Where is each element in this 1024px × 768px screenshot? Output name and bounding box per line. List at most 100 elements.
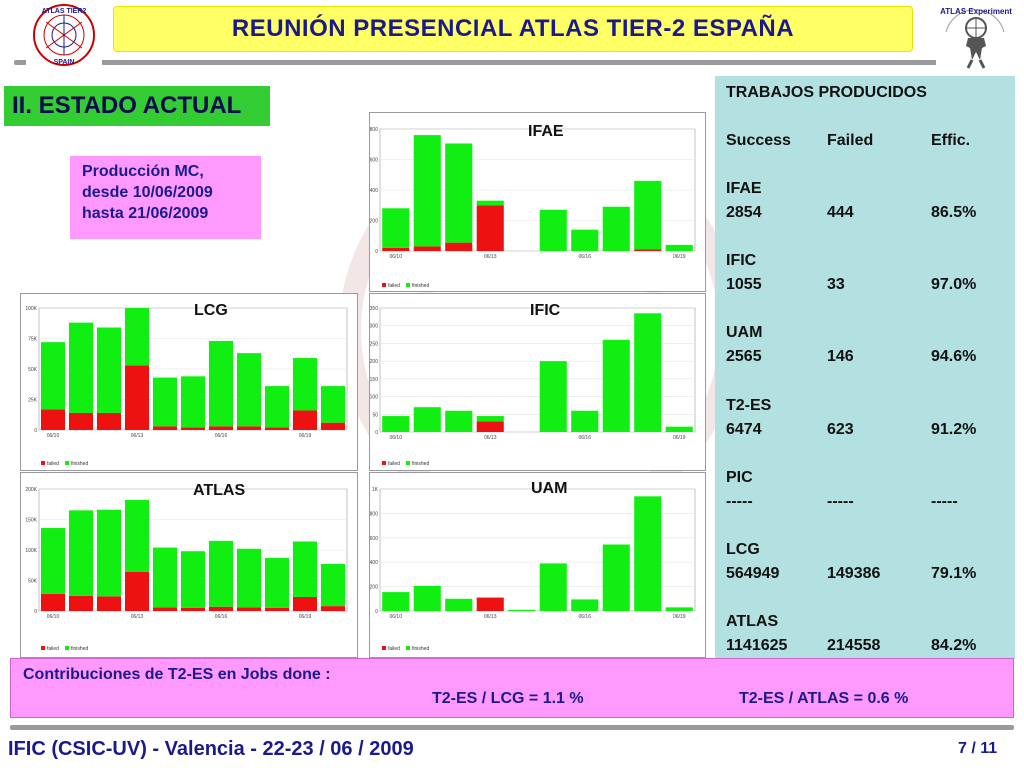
bar-failed — [208, 606, 234, 611]
bar-finished — [180, 551, 206, 608]
site-success: 2565 — [726, 348, 762, 365]
column-header-success: Success — [726, 132, 791, 149]
bar-finished — [152, 377, 178, 427]
x-tick-label: 06/13 — [484, 254, 497, 260]
bar-finished — [236, 353, 262, 427]
atlas-tier2-spain-logo: ATLAS TIER2 SPAIN — [26, 2, 102, 68]
bar-finished — [124, 499, 150, 572]
bar-finished — [40, 528, 66, 594]
legend-swatch-finished — [65, 461, 69, 465]
bar-finished — [413, 407, 441, 432]
site-name: ATLAS — [726, 613, 779, 630]
bar-failed — [476, 597, 504, 611]
x-tick-label: 06/13 — [131, 614, 144, 620]
site-effic: ----- — [931, 493, 958, 510]
bar-finished — [634, 180, 662, 250]
y-tick-label: 150K — [25, 518, 37, 524]
site-success: 6474 — [726, 421, 762, 438]
x-tick-label: 06/10 — [47, 614, 60, 620]
chart-atlas: ATLAS 200K 150K 100K 50K 0 06/10 06/13 06/16 06/… — [20, 472, 358, 658]
legend-label-finished: finished — [412, 646, 429, 652]
svg-text:ATLAS TIER2: ATLAS TIER2 — [42, 8, 87, 15]
bar-finished — [382, 416, 410, 432]
page-number: 7 / 11 — [958, 740, 998, 757]
y-tick-label: 0 — [375, 609, 378, 615]
x-tick-label: 06/10 — [47, 433, 60, 439]
bar-failed — [445, 242, 473, 251]
site-effic: 84.2% — [931, 637, 977, 654]
bar-failed — [152, 607, 178, 611]
site-success: 1141625 — [726, 637, 788, 654]
legend-swatch-failed — [382, 283, 386, 287]
legend-label-failed: failed — [47, 646, 59, 652]
bar-failed — [292, 596, 318, 611]
x-tick-label: 06/16 — [578, 254, 591, 260]
contributions-title: Contribuciones de T2-ES en Jobs done : — [23, 666, 331, 683]
production-line-3: hasta 21/06/2009 — [82, 205, 209, 222]
bar-finished — [236, 548, 262, 608]
chart-ifae: IFAE 800 600 400 200 0 06/10 06/13 06/16 06/19 fa… — [369, 112, 706, 292]
legend-label-failed: failed — [388, 646, 400, 652]
bar-failed — [180, 427, 206, 430]
column-header-failed: Failed — [827, 132, 874, 149]
y-tick-label: 200K — [25, 487, 37, 493]
site-effic: 86.5% — [931, 204, 977, 221]
contribution-lcg: T2-ES / LCG = 1.1 % — [432, 690, 584, 707]
chart-lcg: LCG 100K 75K 50K 25K 0 06/10 06/13 06/16 06/19 fa… — [20, 293, 358, 471]
bar-failed — [96, 596, 122, 611]
atlas-experiment-logo: ATLAS Experiment — [936, 2, 1014, 70]
bar-finished — [96, 509, 122, 597]
bar-finished — [68, 322, 94, 413]
bar-finished — [539, 361, 567, 432]
x-tick-label: 06/19 — [299, 433, 312, 439]
chart-svg: 800 600 400 200 0 06/10 06/13 06/16 06/19 failed f… — [370, 127, 696, 289]
legend-label-failed: failed — [388, 461, 400, 467]
bar-failed — [236, 426, 262, 430]
bar-finished — [602, 544, 630, 611]
bar-finished — [602, 206, 630, 251]
bar-finished — [382, 208, 410, 248]
legend-swatch-failed — [382, 461, 386, 465]
bar-finished — [508, 609, 536, 611]
contribution-atlas: T2-ES / ATLAS = 0.6 % — [739, 690, 909, 707]
footer-divider — [10, 725, 1014, 730]
legend-label-failed: failed — [47, 461, 59, 467]
site-name: IFIC — [726, 252, 757, 269]
x-tick-label: 06/19 — [673, 614, 686, 620]
site-success: ----- — [726, 493, 753, 510]
site-failed: 146 — [827, 348, 854, 365]
y-tick-label: 100K — [25, 548, 37, 554]
x-tick-label: 06/10 — [389, 614, 402, 620]
bar-failed — [180, 607, 206, 611]
y-tick-label: 0 — [375, 249, 378, 255]
chart-svg: 200K 150K 100K 50K 0 06/10 06/13 06/16 06/19 fail… — [25, 487, 348, 652]
bar-failed — [264, 427, 290, 430]
legend-swatch-failed — [41, 646, 45, 650]
site-failed: 214558 — [827, 637, 881, 654]
y-tick-label: 200 — [370, 585, 378, 591]
bar-failed — [208, 426, 234, 430]
bar-finished — [634, 313, 662, 432]
site-name: UAM — [726, 324, 763, 341]
y-tick-label: 150 — [370, 377, 378, 383]
legend-swatch-finished — [406, 283, 410, 287]
bar-finished — [382, 592, 410, 611]
bar-finished — [571, 229, 599, 251]
bar-finished — [40, 342, 66, 410]
bar-finished — [180, 376, 206, 428]
svg-text:SPAIN: SPAIN — [54, 59, 75, 66]
bar-finished — [68, 510, 94, 596]
x-tick-label: 06/16 — [215, 433, 228, 439]
bar-failed — [413, 246, 441, 251]
y-tick-label: 75K — [28, 337, 38, 343]
bar-finished — [208, 540, 234, 607]
y-tick-label: 50 — [372, 412, 378, 418]
legend-swatch-finished — [65, 646, 69, 650]
bar-failed — [634, 249, 662, 251]
x-tick-label: 06/16 — [578, 614, 591, 620]
bar-finished — [602, 339, 630, 432]
legend-label-finished: finished — [71, 461, 88, 467]
bar-finished — [208, 340, 234, 427]
bar-failed — [476, 205, 504, 251]
y-tick-label: 50K — [28, 579, 38, 585]
